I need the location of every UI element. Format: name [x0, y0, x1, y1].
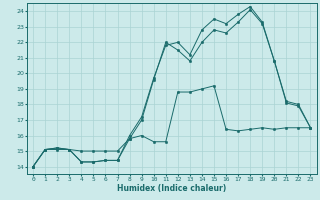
- X-axis label: Humidex (Indice chaleur): Humidex (Indice chaleur): [117, 184, 227, 193]
